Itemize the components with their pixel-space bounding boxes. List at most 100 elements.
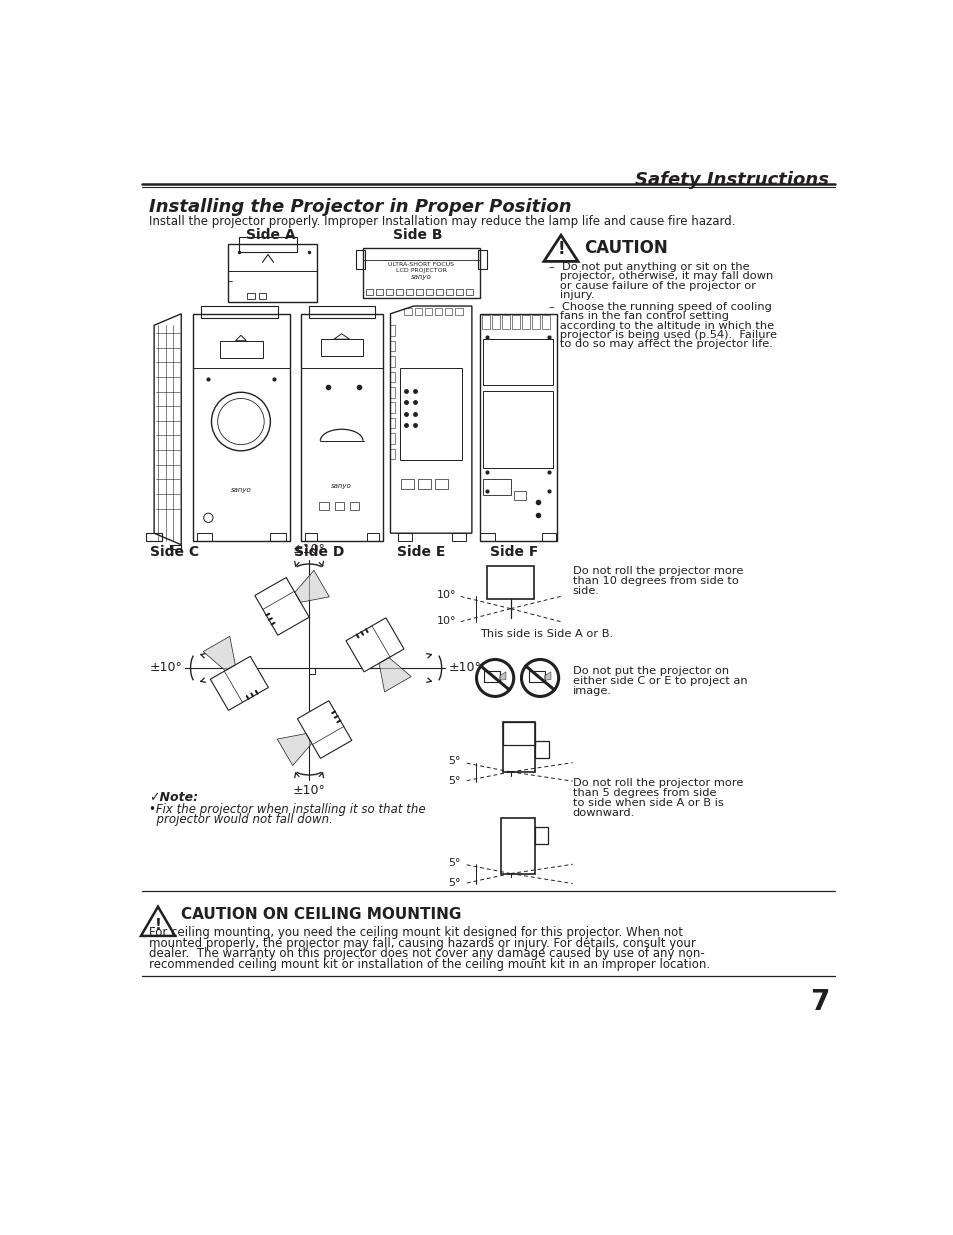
Bar bbox=[418, 479, 431, 489]
Text: Do not put the projector on: Do not put the projector on bbox=[572, 666, 728, 676]
Bar bbox=[446, 289, 453, 295]
Bar bbox=[196, 534, 212, 541]
Bar bbox=[541, 534, 555, 541]
Bar bbox=[390, 448, 395, 459]
Bar bbox=[487, 567, 534, 599]
Bar bbox=[193, 314, 290, 541]
Polygon shape bbox=[499, 672, 505, 680]
Text: Do not roll the projector more: Do not roll the projector more bbox=[572, 778, 742, 788]
Text: image.: image. bbox=[572, 685, 611, 695]
Polygon shape bbox=[203, 636, 235, 671]
Text: –  Choose the running speed of cooling: – Choose the running speed of cooling bbox=[549, 303, 771, 312]
Text: CAUTION: CAUTION bbox=[583, 240, 667, 257]
Text: 10°: 10° bbox=[436, 616, 456, 626]
Bar bbox=[365, 289, 373, 295]
Bar bbox=[542, 315, 550, 330]
Bar bbox=[390, 387, 395, 398]
Bar bbox=[455, 308, 462, 315]
Bar bbox=[404, 308, 412, 315]
Text: projector, otherwise, it may fall down: projector, otherwise, it may fall down bbox=[549, 272, 773, 282]
Bar bbox=[397, 534, 412, 541]
Bar bbox=[390, 341, 395, 352]
Bar bbox=[477, 249, 487, 269]
Bar bbox=[390, 372, 395, 383]
Bar bbox=[479, 314, 557, 541]
Bar bbox=[416, 289, 422, 295]
Text: injury.: injury. bbox=[549, 290, 594, 300]
Text: either side C or E to project an: either side C or E to project an bbox=[572, 676, 746, 685]
Bar bbox=[452, 534, 466, 541]
Bar bbox=[436, 289, 443, 295]
Polygon shape bbox=[346, 618, 404, 672]
Text: downward.: downward. bbox=[572, 808, 634, 818]
Bar bbox=[239, 237, 297, 252]
Bar bbox=[390, 433, 395, 443]
Bar bbox=[483, 479, 510, 495]
Bar bbox=[535, 827, 547, 845]
Text: projector is being used (p.54).  Failure: projector is being used (p.54). Failure bbox=[549, 330, 777, 340]
Text: side.: side. bbox=[572, 587, 599, 597]
Bar bbox=[481, 315, 489, 330]
Text: LCD PROJECTOR: LCD PROJECTOR bbox=[395, 268, 446, 273]
Bar bbox=[399, 368, 461, 461]
Circle shape bbox=[521, 659, 558, 697]
Text: 10°: 10° bbox=[436, 590, 456, 600]
Bar bbox=[390, 356, 395, 367]
Text: than 5 degrees from side: than 5 degrees from side bbox=[572, 788, 716, 798]
Polygon shape bbox=[294, 571, 329, 603]
Text: •Fix the projector when installing it so that the: •Fix the projector when installing it so… bbox=[149, 803, 425, 815]
Text: Side E: Side E bbox=[396, 545, 445, 558]
Bar bbox=[501, 315, 509, 330]
Bar bbox=[521, 315, 530, 330]
Bar bbox=[435, 479, 447, 489]
Bar bbox=[258, 293, 266, 299]
Text: to side when side A or B is: to side when side A or B is bbox=[572, 798, 722, 808]
Bar bbox=[483, 340, 553, 385]
Bar bbox=[514, 490, 525, 500]
Bar bbox=[395, 289, 402, 295]
Text: ±10°: ±10° bbox=[150, 662, 183, 674]
Bar bbox=[390, 403, 395, 412]
Text: sanyo: sanyo bbox=[331, 483, 352, 489]
Text: !: ! bbox=[154, 919, 161, 934]
Bar bbox=[435, 308, 442, 315]
Bar bbox=[532, 315, 539, 330]
Text: Safety Instructions: Safety Instructions bbox=[635, 172, 828, 189]
Text: 5°: 5° bbox=[447, 878, 459, 888]
Text: recommended ceiling mount kit or installation of the ceiling mount kit in an imp: recommended ceiling mount kit or install… bbox=[149, 958, 709, 971]
Bar bbox=[363, 248, 479, 299]
Bar bbox=[385, 289, 393, 295]
Text: ±10°: ±10° bbox=[293, 543, 325, 556]
Bar bbox=[401, 479, 414, 489]
Bar bbox=[406, 289, 413, 295]
Circle shape bbox=[476, 659, 513, 697]
Bar bbox=[390, 417, 395, 429]
Bar bbox=[492, 315, 499, 330]
Text: dealer.  The warranty on this projector does not cover any damage caused by use : dealer. The warranty on this projector d… bbox=[149, 947, 703, 961]
Text: –  Do not put anything or sit on the: – Do not put anything or sit on the bbox=[549, 262, 749, 272]
Bar bbox=[309, 306, 375, 317]
Bar bbox=[479, 534, 495, 541]
Bar bbox=[228, 245, 316, 303]
Text: mounted properly, the projector may fall, causing hazards or injury. For details: mounted properly, the projector may fall… bbox=[149, 936, 695, 950]
Bar bbox=[512, 315, 519, 330]
Text: projector would not fall down.: projector would not fall down. bbox=[149, 813, 333, 826]
Bar bbox=[220, 341, 262, 358]
Bar bbox=[200, 306, 278, 317]
Text: !: ! bbox=[557, 241, 564, 258]
Bar bbox=[456, 289, 463, 295]
Bar bbox=[444, 308, 452, 315]
Bar bbox=[309, 668, 315, 674]
Text: 5°: 5° bbox=[447, 756, 459, 766]
Text: Side D: Side D bbox=[294, 545, 344, 558]
Text: ✓Note:: ✓Note: bbox=[149, 792, 197, 804]
Text: or cause failure of the projector or: or cause failure of the projector or bbox=[549, 280, 756, 290]
Bar bbox=[415, 308, 422, 315]
Text: Side B: Side B bbox=[393, 227, 442, 242]
Text: 7: 7 bbox=[809, 988, 828, 1015]
Text: sanyo: sanyo bbox=[231, 487, 251, 493]
Bar bbox=[319, 503, 328, 510]
Bar bbox=[375, 289, 382, 295]
Bar bbox=[484, 671, 499, 682]
Bar bbox=[301, 314, 382, 541]
